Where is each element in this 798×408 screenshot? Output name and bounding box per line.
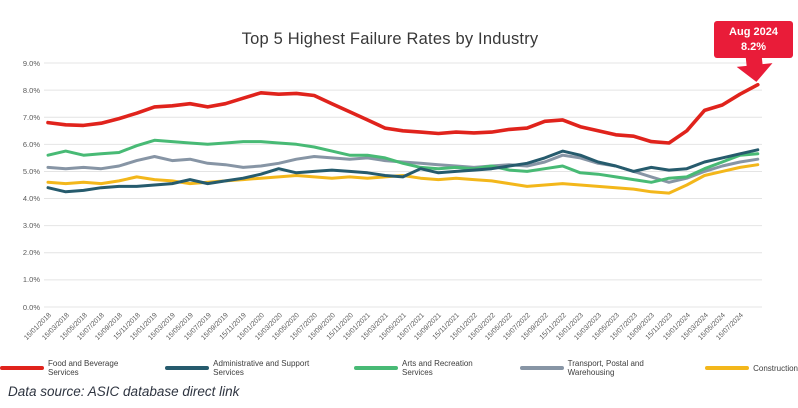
series-line-arts-and-recreation-services xyxy=(46,138,760,184)
chart-title: Top 5 Highest Failure Rates by Industry xyxy=(241,30,539,48)
y-tick-label: 8.0% xyxy=(22,85,40,95)
legend-label: Transport, Postal and Warehousing xyxy=(567,359,644,377)
legend-item-transport-postal-and-warehousing: Transport, Postal and Warehousing xyxy=(519,359,679,377)
legend-item-food-and-beverage-services: Food and Beverage Services xyxy=(0,359,139,377)
series-line-food-and-beverage-services xyxy=(46,82,760,145)
legend-line-swatch xyxy=(519,366,564,370)
y-tick-label: 9.0% xyxy=(22,58,40,68)
legend-item-arts-and-recreation-services: Arts and Recreation Services xyxy=(354,359,494,377)
chart-legend: Food and Beverage Services Administrative… xyxy=(0,359,798,377)
y-tick-label: 3.0% xyxy=(22,221,40,231)
legend-line-swatch xyxy=(0,366,44,370)
source-note: Data source: ASIC database direct link xyxy=(8,384,240,399)
legend-item-administrative-and-support-services: Administrative and Support Services xyxy=(165,359,328,377)
y-tick-label: 0.0% xyxy=(22,302,40,312)
y-tick-label: 2.0% xyxy=(22,248,40,258)
y-tick-label: 5.0% xyxy=(22,166,40,176)
down-arrow-icon xyxy=(736,57,773,82)
callout-value: 8.2% xyxy=(740,40,767,53)
callout-date: Aug 2024 xyxy=(729,26,778,39)
legend-label: Construction xyxy=(753,363,798,373)
series-line-administrative-and-support-services xyxy=(46,148,760,194)
legend-item-construction: Construction xyxy=(705,364,798,373)
y-tick-label: 4.0% xyxy=(22,194,40,204)
legend-line-swatch xyxy=(165,366,210,370)
legend-label: Administrative and Support Services xyxy=(213,359,310,377)
legend-line-swatch xyxy=(705,366,750,370)
y-tick-label: 6.0% xyxy=(22,139,40,149)
legend-label: Arts and Recreation Services xyxy=(402,359,473,377)
series-line-construction xyxy=(46,163,760,195)
legend-line-swatch xyxy=(354,366,399,370)
aug-2024-callout: Aug 2024 8.2% xyxy=(714,21,793,58)
y-tick-label: 1.0% xyxy=(22,275,40,285)
y-tick-label: 7.0% xyxy=(22,112,40,122)
legend-label: Food and Beverage Services xyxy=(48,359,119,377)
